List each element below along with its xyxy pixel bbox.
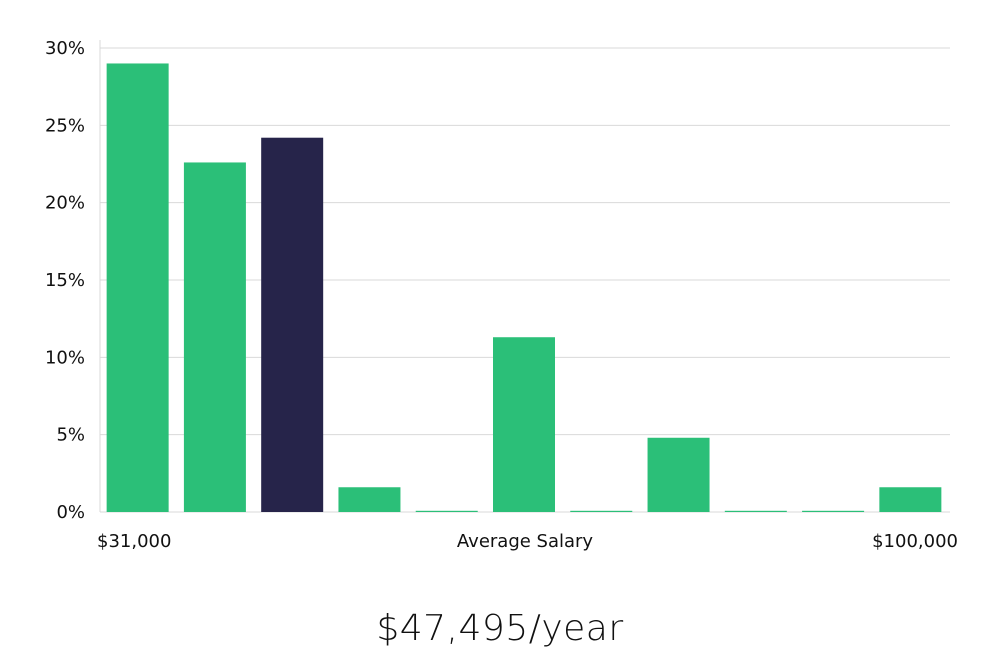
bar bbox=[415, 510, 478, 512]
x-axis-title: Average Salary bbox=[457, 531, 594, 552]
y-tick-label: 15% bbox=[45, 270, 85, 291]
bar bbox=[724, 510, 787, 512]
y-tick-label: 25% bbox=[45, 115, 85, 136]
y-tick-label: 10% bbox=[45, 347, 85, 368]
bar bbox=[183, 162, 246, 512]
bar-highlighted bbox=[261, 137, 324, 512]
y-tick-label: 5% bbox=[56, 425, 85, 446]
bar bbox=[493, 337, 555, 512]
bars bbox=[106, 63, 942, 512]
y-axis: 0% 5% 10% 15% 20% 25% 30% bbox=[45, 38, 85, 523]
bar bbox=[879, 487, 942, 512]
x-max-label: $100,000 bbox=[872, 531, 958, 552]
x-min-label: $31,000 bbox=[97, 531, 171, 552]
bar bbox=[570, 510, 633, 512]
bar bbox=[106, 63, 169, 512]
bar bbox=[647, 437, 710, 512]
average-salary-value: $47,495/year bbox=[376, 608, 624, 649]
bar bbox=[338, 487, 401, 512]
y-tick-label: 30% bbox=[45, 38, 85, 59]
salary-histogram: 0% 5% 10% 15% 20% 25% 30% $31,000 Average Sala… bbox=[45, 38, 958, 552]
y-tick-label: 20% bbox=[45, 193, 85, 214]
bar bbox=[802, 510, 865, 512]
y-tick-label: 0% bbox=[56, 502, 85, 523]
